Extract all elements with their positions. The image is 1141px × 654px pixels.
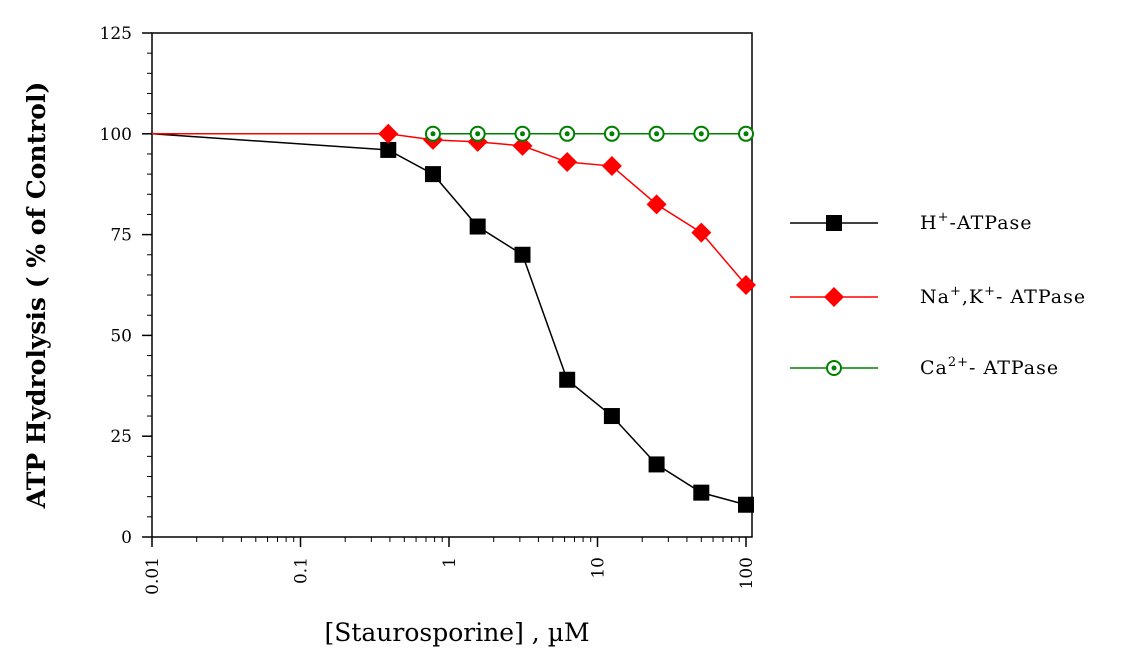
legend-superscript: +	[938, 210, 950, 225]
y-tick-label: 50	[110, 326, 132, 346]
legend-text-part: ,K	[962, 286, 984, 308]
y-tick-label: 75	[110, 226, 132, 246]
data-point	[557, 152, 578, 173]
legend-marker	[824, 287, 844, 307]
data-point-center	[475, 131, 481, 137]
data-point-center	[564, 131, 570, 137]
data-point	[691, 222, 712, 243]
y-tick-label: 25	[110, 427, 132, 447]
data-point-center	[698, 131, 704, 137]
data-point	[514, 246, 531, 263]
data-point-center	[743, 131, 749, 137]
data-point-center	[654, 131, 660, 137]
series-1	[152, 123, 756, 295]
x-tick-label: 100	[737, 557, 757, 589]
data-point	[648, 456, 665, 473]
legend-text-part: Na	[920, 286, 950, 308]
data-point	[378, 123, 399, 144]
legend-item-0: H+-ATPase	[790, 210, 1033, 234]
data-point-center	[430, 131, 436, 137]
legend-text-part: - ATPase	[996, 286, 1086, 308]
data-point	[738, 496, 754, 513]
y-axis-title: ATP Hydrolysis ( % of Control)	[22, 82, 51, 510]
data-point	[559, 371, 576, 388]
legend-superscript: 2+	[948, 355, 969, 370]
legend-text-part: - ATPase	[969, 357, 1059, 379]
series-line	[151, 133, 747, 506]
data-point	[736, 275, 756, 295]
data-point	[469, 218, 486, 235]
legend-superscript: +	[984, 284, 996, 299]
legend-text-part: H	[920, 212, 938, 234]
x-tick-label: 1	[440, 557, 460, 568]
y-tick-label: 125	[100, 24, 132, 44]
data-point-center	[519, 131, 525, 137]
series-0	[151, 133, 754, 513]
series-2	[424, 125, 754, 142]
y-tick-label: 0	[121, 528, 132, 548]
x-tick-label: 0.01	[143, 557, 163, 595]
legend-text-part: -ATPase	[949, 212, 1032, 234]
legend-marker	[826, 215, 842, 231]
legend-label: Ca2+- ATPase	[920, 355, 1059, 379]
series-line	[152, 133, 747, 286]
data-point	[424, 166, 441, 183]
data-point	[512, 135, 533, 156]
series-layer	[151, 123, 756, 513]
legend-superscript: +	[950, 284, 962, 299]
x-tick-label: 0.1	[292, 557, 312, 584]
legend-item-1: Na+,K+- ATPase	[790, 284, 1086, 308]
data-point	[380, 141, 397, 158]
legend-text-part: Ca	[920, 357, 948, 379]
data-point-center	[609, 131, 615, 137]
x-axis-title: [Staurosporine] , µM	[324, 618, 589, 647]
legend-label: Na+,K+- ATPase	[920, 284, 1086, 308]
y-tick-label: 100	[100, 125, 132, 145]
data-point	[603, 408, 620, 425]
legend-label: H+-ATPase	[920, 210, 1033, 234]
x-tick-label: 10	[589, 557, 609, 579]
data-point	[646, 194, 667, 215]
legend-item-2: Ca2+- ATPase	[790, 355, 1059, 379]
data-point	[693, 484, 710, 501]
axes: 0 25 50 75 100 125 0.01 0.1 1 10 100	[100, 24, 757, 595]
data-point	[601, 156, 622, 177]
legend-marker-center	[831, 365, 837, 371]
